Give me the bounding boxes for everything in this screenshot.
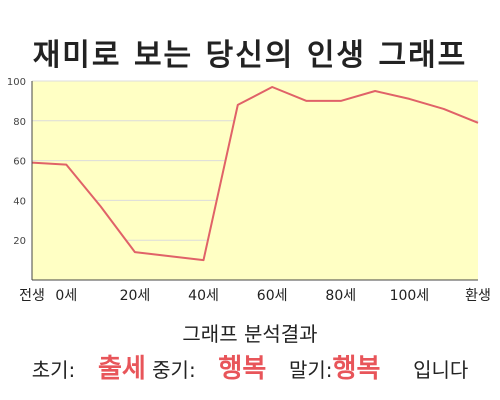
y-tick-label: 40 [13, 196, 26, 207]
series-area [32, 87, 478, 280]
mid-value: 행복 [218, 354, 267, 384]
late-label: 말기: [288, 358, 333, 382]
early-value: 출세 [97, 354, 146, 384]
x-tick-label: 100세 [390, 288, 430, 304]
early-label: 초기: [31, 358, 76, 382]
x-tick-label: 80세 [325, 288, 356, 304]
series-line [31, 86, 479, 262]
y-tick-label: 20 [13, 236, 26, 247]
x-tick-label: 60세 [257, 288, 288, 304]
y-tick-labels: 20 40 60 80 100 [7, 77, 26, 247]
page-title: 재미로 보는 당신의 인생 그래프 [32, 38, 468, 73]
summary-line: 초기: 출세 중기: 행복 말기:행복 입니다 [0, 348, 500, 385]
mid-label: 중기: [152, 358, 196, 382]
x-tick-label: 환생 [465, 288, 491, 304]
x-tick-label: 40세 [188, 288, 219, 304]
x-tick-label: 20세 [120, 288, 151, 304]
summary-suffix: 입니다 [413, 358, 469, 382]
y-tick-label: 60 [13, 157, 26, 168]
y-tick-label: 80 [13, 117, 26, 128]
x-tick-label: 0세 [55, 288, 77, 304]
late-value: 행복 [332, 354, 381, 384]
x-tick-label: 전생 [19, 288, 45, 304]
summary-heading: 그래프 분석결과 [182, 322, 318, 346]
x-tick-labels: 전생 0세 20세 40세 60세 80세 100세 환생 [19, 288, 491, 304]
y-tick-label: 100 [7, 77, 26, 88]
